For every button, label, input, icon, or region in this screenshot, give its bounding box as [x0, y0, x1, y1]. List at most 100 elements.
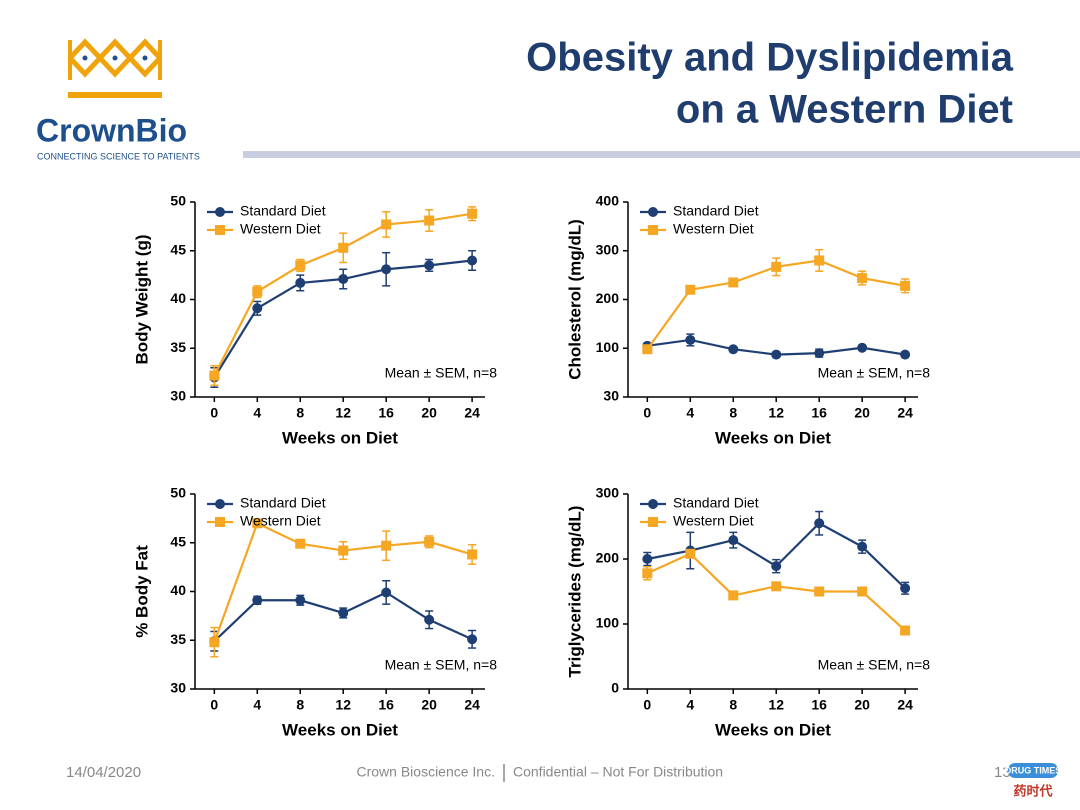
- marker: [771, 561, 782, 572]
- legend-label: Standard Diet: [673, 495, 759, 511]
- y-tick-label: 45: [170, 533, 186, 549]
- marker: [771, 261, 782, 272]
- marker: [424, 260, 435, 271]
- marker: [215, 225, 225, 235]
- y-tick-label: 35: [170, 339, 186, 355]
- x-tick-label: 8: [296, 405, 304, 421]
- marker: [648, 225, 658, 235]
- x-axis-title: Weeks on Diet: [715, 720, 831, 739]
- logo-tagline: CONNECTING SCIENCE TO PATIENTS: [37, 151, 200, 161]
- y-axis-title: Triglycerides (mg/dL): [565, 506, 584, 678]
- crown-base: [68, 92, 162, 98]
- watermark: DRUG TIMES: [1005, 765, 1062, 775]
- page-number: 13: [994, 764, 1011, 781]
- title-rule: [243, 151, 1080, 158]
- marker: [728, 277, 739, 288]
- y-tick-label: 300: [596, 241, 620, 257]
- y-axis-title: % Body Fat: [132, 545, 151, 638]
- marker: [814, 586, 825, 597]
- legend-label: Standard Diet: [673, 203, 759, 219]
- marker: [338, 607, 349, 618]
- footer-notice: Confidential – Not For Distribution: [513, 764, 723, 780]
- crown-dot: [82, 55, 88, 61]
- x-tick-label: 24: [897, 405, 913, 421]
- watermark-badge: [1008, 763, 1058, 778]
- x-tick-label: 12: [768, 697, 784, 713]
- legend-label: Western Diet: [673, 513, 754, 529]
- marker: [215, 207, 225, 217]
- x-tick-label: 20: [854, 405, 870, 421]
- marker: [381, 587, 392, 598]
- y-tick-label: 0: [611, 680, 619, 696]
- footer-company: Crown Bioscience Inc.: [356, 764, 495, 780]
- y-tick-label: 40: [170, 582, 186, 598]
- marker: [814, 518, 825, 529]
- marker: [295, 538, 306, 549]
- marker: [814, 348, 825, 359]
- y-tick-label: 40: [170, 290, 186, 306]
- marker: [338, 274, 349, 285]
- logo-name: CrownBio: [36, 112, 187, 148]
- slide-title: on a Western Diet: [676, 88, 1013, 132]
- marker: [467, 634, 478, 645]
- legend-label: Western Diet: [240, 221, 321, 237]
- annotation: Mean ± SEM, n=8: [385, 365, 498, 381]
- crown-zigzag: [68, 54, 162, 78]
- marker: [424, 614, 435, 625]
- marker: [209, 637, 220, 648]
- marker: [648, 207, 658, 217]
- x-axis-title: Weeks on Diet: [715, 428, 831, 447]
- marker: [381, 264, 392, 275]
- y-tick-label: 30: [170, 388, 186, 404]
- annotation: Mean ± SEM, n=8: [385, 657, 498, 673]
- y-tick-label: 100: [596, 339, 620, 355]
- marker: [771, 581, 782, 592]
- marker: [381, 219, 392, 230]
- legend-label: Western Diet: [673, 221, 754, 237]
- x-tick-label: 0: [643, 697, 651, 713]
- y-tick-label: 100: [596, 615, 620, 631]
- x-tick-label: 16: [811, 697, 827, 713]
- marker: [295, 595, 306, 606]
- marker: [728, 590, 739, 601]
- marker: [857, 342, 868, 353]
- marker: [424, 536, 435, 547]
- legend-label: Western Diet: [240, 513, 321, 529]
- marker: [467, 208, 478, 219]
- marker: [252, 286, 263, 297]
- logo: CrownBio CONNECTING SCIENCE TO PATIENTS: [36, 38, 200, 161]
- marker: [685, 548, 696, 559]
- marker: [900, 349, 911, 360]
- x-tick-label: 0: [643, 405, 651, 421]
- x-tick-label: 4: [686, 697, 694, 713]
- y-axis-title: Cholesterol (mg/dL): [565, 219, 584, 380]
- marker: [814, 255, 825, 266]
- x-tick-label: 20: [854, 697, 870, 713]
- x-tick-label: 4: [253, 697, 261, 713]
- marker: [252, 518, 263, 529]
- marker: [900, 280, 911, 291]
- x-axis-title: Weeks on Diet: [282, 720, 398, 739]
- marker: [685, 334, 696, 345]
- marker: [424, 215, 435, 226]
- y-tick-label: 200: [596, 550, 620, 566]
- marker: [252, 303, 263, 314]
- marker: [295, 277, 306, 288]
- x-tick-label: 8: [729, 405, 737, 421]
- marker: [642, 344, 653, 355]
- marker: [215, 517, 225, 527]
- y-tick-label: 200: [596, 290, 620, 306]
- x-tick-label: 24: [464, 697, 480, 713]
- y-tick-label: 30: [170, 680, 186, 696]
- marker: [648, 517, 658, 527]
- marker: [857, 586, 868, 597]
- marker: [642, 554, 653, 564]
- marker: [642, 568, 653, 579]
- marker: [900, 625, 911, 636]
- marker: [467, 549, 478, 560]
- marker: [215, 499, 225, 509]
- marker: [338, 545, 349, 556]
- y-tick-label: 50: [170, 193, 186, 209]
- x-tick-label: 12: [768, 405, 784, 421]
